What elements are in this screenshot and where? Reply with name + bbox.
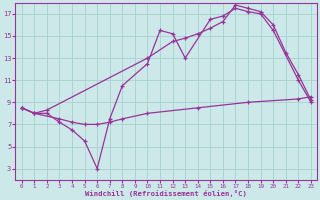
X-axis label: Windchill (Refroidissement éolien,°C): Windchill (Refroidissement éolien,°C) — [85, 190, 247, 197]
